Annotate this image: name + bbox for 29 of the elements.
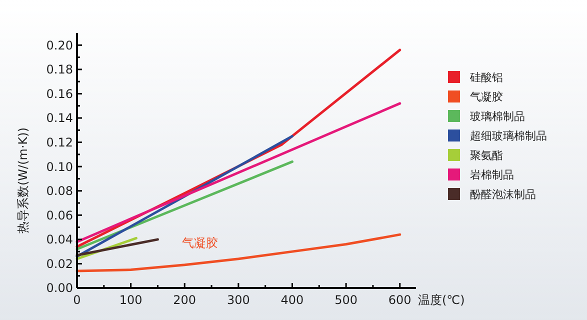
- y-tick-label: 0.04: [46, 232, 73, 247]
- y-tick-label: 0.02: [46, 256, 73, 271]
- legend-label: 硅酸铝: [469, 70, 503, 84]
- legend-label: 气凝胶: [470, 90, 503, 104]
- y-tick-label: 0.16: [46, 86, 73, 101]
- x-tick-label: 200: [173, 293, 196, 307]
- x-tick-label: 100: [119, 293, 142, 307]
- y-tick-label: 0.12: [46, 135, 73, 150]
- x-axis-title: 温度(℃): [418, 293, 465, 307]
- y-tick-label: 0.00: [46, 281, 73, 296]
- y-tick-label: 0.18: [46, 62, 73, 77]
- legend-label: 超细玻璃棉制品: [470, 129, 547, 142]
- x-tick-label: 400: [280, 293, 304, 307]
- x-tick-label: 500: [334, 293, 358, 307]
- legend-label: 玻璃棉制品: [470, 110, 525, 123]
- legend-label: 岩棉制品: [470, 168, 514, 182]
- line-series: [76, 233, 402, 272]
- y-tick-label: 0.14: [46, 111, 73, 126]
- y-tick-label: 0.06: [46, 208, 73, 222]
- y-tick-label: 0.20: [46, 38, 73, 52]
- x-tick-label: 600: [388, 293, 412, 307]
- annotation: 气凝胶: [182, 236, 218, 250]
- y-tick-label: 0.08: [46, 184, 73, 198]
- y-axis-title: 热导系数(W/(m·K)): [16, 127, 30, 234]
- legend-label: 酚醛泡沫制品: [470, 188, 536, 201]
- legend-label: 聚氨酯: [470, 148, 503, 162]
- x-tick-label: 0: [73, 293, 81, 307]
- y-tick-label: 0.10: [46, 160, 73, 174]
- x-tick-label: 300: [226, 293, 250, 307]
